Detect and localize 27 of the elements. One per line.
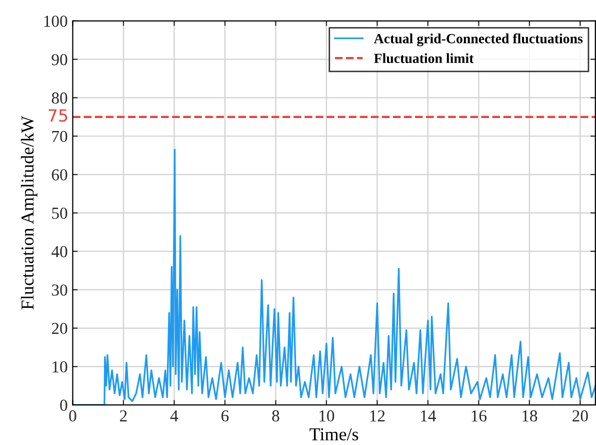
- y-tick-label: 10: [52, 361, 68, 372]
- x-tick-label: 8: [272, 410, 280, 422]
- legend-label: Fluctuation limit: [374, 53, 474, 64]
- x-tick-label: 2: [120, 410, 127, 422]
- x-tick-label: 18: [522, 410, 538, 422]
- y-tick-label: 20: [52, 322, 68, 334]
- x-tick-label: 10: [320, 410, 334, 422]
- annotation: 75: [48, 109, 68, 122]
- y-tick-label: 90: [52, 54, 68, 66]
- y-tick-label: 40: [52, 246, 68, 258]
- y-tick-label: 100: [44, 16, 68, 27]
- y-axis-title: Fluctuation Amplitude/kW: [20, 116, 38, 310]
- y-tick-label: 70: [52, 130, 68, 142]
- x-axis-title: Time/s: [310, 428, 358, 440]
- y-tick-label: 0: [60, 400, 68, 411]
- x-tick-label: 20: [572, 410, 588, 422]
- x-tick-label: 12: [370, 410, 385, 422]
- y-tick-label: 50: [52, 208, 68, 219]
- y-tick-label: 60: [52, 169, 68, 180]
- x-tick-label: 16: [472, 410, 487, 422]
- x-tick-label: 4: [170, 410, 178, 422]
- y-tick-label: 80: [52, 92, 68, 104]
- x-tick-label: 6: [222, 410, 229, 422]
- x-tick-label: 0: [69, 410, 76, 422]
- x-tick-label: 14: [421, 410, 436, 422]
- legend-label: Actual grid-Connected fluctuations: [374, 33, 583, 46]
- y-tick-label: 30: [52, 284, 68, 296]
